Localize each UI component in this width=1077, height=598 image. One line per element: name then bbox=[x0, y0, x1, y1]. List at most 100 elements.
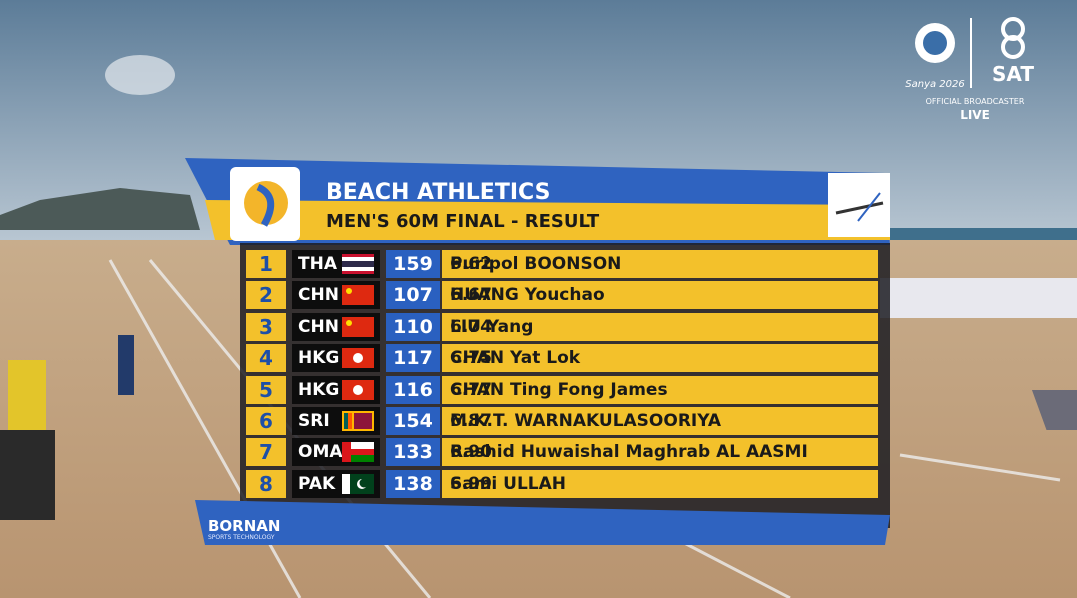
rank: 5 bbox=[246, 375, 286, 404]
rank-text: 3 bbox=[259, 314, 273, 339]
bib: 116 bbox=[386, 375, 440, 404]
country: OMA bbox=[292, 438, 380, 467]
country: THA bbox=[292, 250, 380, 278]
rank-text: 2 bbox=[259, 283, 273, 308]
athlete: HUANG Youchao 6.67 bbox=[442, 281, 878, 310]
broadcaster-caption: OFFICIAL BROADCASTER bbox=[925, 97, 1025, 106]
country: HKG bbox=[292, 375, 380, 404]
bib-text: 107 bbox=[393, 284, 433, 307]
result-row: 7 OMA 133 Rashid Huwaishal Maghrab AL AASMI… bbox=[246, 438, 880, 467]
time: 6.62 bbox=[450, 254, 492, 274]
country-text: SRI bbox=[298, 411, 330, 431]
athlete: LIU Yang 6.74 bbox=[442, 312, 878, 341]
bib-text: 154 bbox=[393, 410, 433, 432]
sponsor-name: BORNAN bbox=[208, 517, 281, 535]
country-text: HKG bbox=[298, 379, 340, 400]
flag bbox=[342, 316, 374, 337]
country: CHN bbox=[292, 281, 380, 310]
result-row: 5 HKG 116 CHAN Ting Fong James 6.77 bbox=[246, 375, 880, 404]
athlete: M.K.T. WARNAKULASOORIYA 6.87 bbox=[442, 407, 878, 435]
athlete-text: Puripol BOONSON bbox=[450, 254, 622, 274]
country-text: CHN bbox=[298, 285, 339, 306]
result-row: 4 HKG 117 CHAN Yat Lok 6.75 bbox=[246, 344, 880, 373]
rank: 8 bbox=[246, 469, 286, 498]
rank: 4 bbox=[246, 344, 286, 373]
broadcaster-logo-box: SAT bbox=[978, 15, 1048, 84]
bib: 117 bbox=[386, 344, 440, 373]
flag bbox=[342, 379, 374, 400]
time: 6.99 bbox=[450, 473, 492, 494]
athlete: Sami ULLAH 6.99 bbox=[442, 469, 878, 498]
rank: 2 bbox=[246, 281, 286, 310]
rank-text: 1 bbox=[259, 252, 273, 276]
event-badge-icon bbox=[244, 181, 288, 227]
rank: 1 bbox=[246, 250, 286, 278]
flag bbox=[342, 254, 374, 274]
time: 6.87 bbox=[450, 411, 492, 431]
discipline-icon bbox=[835, 192, 884, 222]
athlete-text: CHAN Yat Lok bbox=[450, 348, 581, 369]
broadcaster-logo-text: SAT bbox=[992, 62, 1034, 86]
bib: 110 bbox=[386, 312, 440, 341]
country-text: CHN bbox=[298, 316, 339, 337]
result-row: 1 THA 159 Puripol BOONSON 6.62 bbox=[246, 250, 880, 278]
result-row: 3 CHN 110 LIU Yang 6.74 bbox=[246, 312, 880, 341]
header-title: BEACH ATHLETICS bbox=[326, 180, 551, 205]
athlete: CHAN Ting Fong James 6.77 bbox=[442, 375, 878, 404]
country: HKG bbox=[292, 344, 380, 373]
rank-text: 5 bbox=[259, 377, 273, 402]
athlete: Rashid Huwaishal Maghrab AL AASMI 6.90 bbox=[442, 438, 878, 467]
flag bbox=[342, 442, 374, 463]
flag bbox=[342, 285, 374, 306]
flag bbox=[342, 473, 374, 494]
live-label: LIVE bbox=[960, 108, 990, 122]
athlete: CHAN Yat Lok 6.75 bbox=[442, 344, 878, 373]
bib-text: 138 bbox=[393, 472, 433, 495]
rank-text: 6 bbox=[259, 409, 273, 433]
athlete-text: Sami ULLAH bbox=[450, 473, 567, 494]
country-text: THA bbox=[298, 254, 337, 274]
bib-text: 117 bbox=[393, 347, 433, 370]
result-row: 8 PAK 138 Sami ULLAH 6.99 bbox=[246, 469, 880, 498]
athlete-text: CHAN Ting Fong James bbox=[450, 379, 668, 400]
time: 6.75 bbox=[450, 348, 492, 369]
bib: 159 bbox=[386, 250, 440, 278]
event-logo-icon bbox=[915, 23, 955, 63]
time: 6.90 bbox=[450, 442, 492, 463]
rank-text: 7 bbox=[259, 440, 273, 465]
time: 6.67 bbox=[450, 285, 492, 306]
bib-text: 159 bbox=[393, 253, 433, 275]
broadcaster-logo-icon bbox=[1001, 17, 1025, 59]
rank: 6 bbox=[246, 407, 286, 435]
rank: 7 bbox=[246, 438, 286, 467]
country-text: HKG bbox=[298, 348, 340, 369]
divider bbox=[970, 18, 972, 88]
bib-text: 110 bbox=[393, 315, 433, 338]
time: 6.77 bbox=[450, 379, 492, 400]
bib: 107 bbox=[386, 281, 440, 310]
country: CHN bbox=[292, 312, 380, 341]
athlete: Puripol BOONSON 6.62 bbox=[442, 250, 878, 278]
flag bbox=[342, 411, 374, 431]
bib-text: 116 bbox=[393, 378, 433, 401]
country: PAK bbox=[292, 469, 380, 498]
sponsor-caption: SPORTS TECHNOLOGY bbox=[208, 534, 275, 541]
athlete-text: Rashid Huwaishal Maghrab AL AASMI bbox=[450, 442, 808, 463]
bib: 133 bbox=[386, 438, 440, 467]
result-row: 2 CHN 107 HUANG Youchao 6.67 bbox=[246, 281, 880, 310]
result-row: 6 SRI 154 M.K.T. WARNAKULASOORIYA 6.87 bbox=[246, 407, 880, 435]
rank-text: 8 bbox=[259, 471, 273, 496]
header-subtitle: MEN'S 60M FINAL - RESULT bbox=[326, 211, 600, 232]
bib: 154 bbox=[386, 407, 440, 435]
event-badge bbox=[230, 167, 300, 241]
country-text: OMA bbox=[298, 442, 343, 463]
rank: 3 bbox=[246, 312, 286, 341]
event-logo-box: Sanya 2026 bbox=[905, 15, 965, 95]
flag bbox=[342, 348, 374, 369]
time: 6.74 bbox=[450, 316, 492, 337]
country-text: PAK bbox=[298, 473, 336, 494]
athlete-text: LIU Yang bbox=[450, 316, 534, 337]
athlete-text: M.K.T. WARNAKULASOORIYA bbox=[450, 411, 722, 431]
rank-text: 4 bbox=[259, 346, 273, 371]
